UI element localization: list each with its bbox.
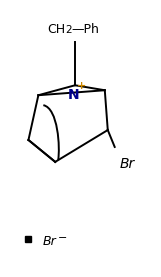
Text: 2: 2 [65,25,72,35]
Text: Br: Br [42,235,56,248]
Text: −: − [58,232,68,243]
Text: —Ph: —Ph [71,23,99,35]
Text: +: + [77,81,87,91]
Text: CH: CH [47,23,65,35]
Text: N: N [67,88,79,102]
Text: Br: Br [120,157,135,171]
